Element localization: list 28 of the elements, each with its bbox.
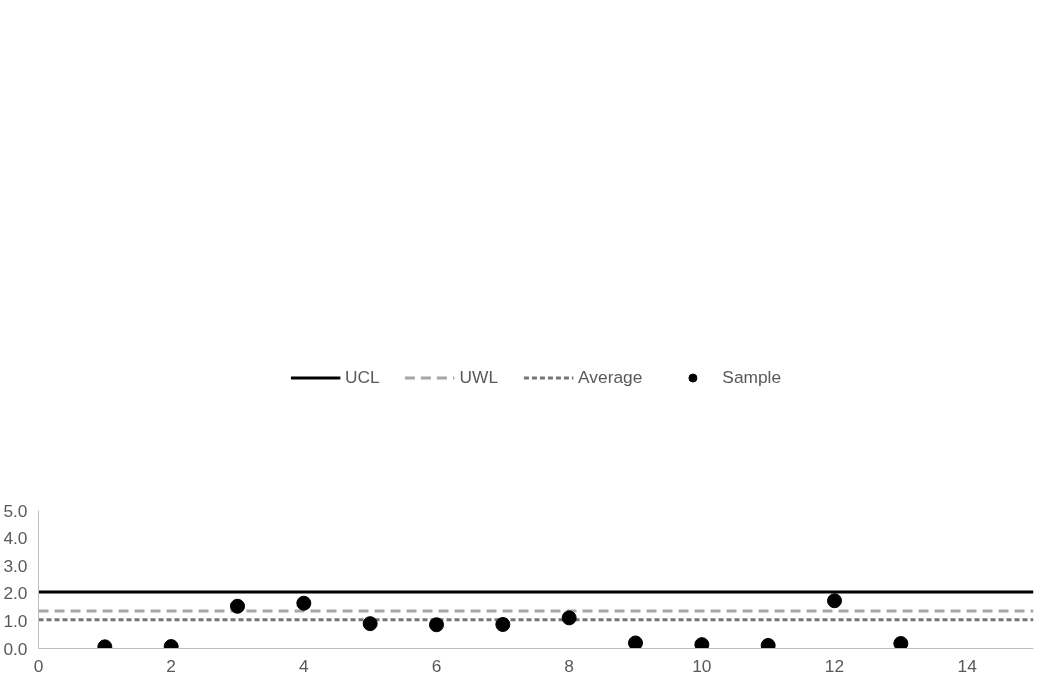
legend-label: UWL — [459, 366, 499, 388]
x-tick-label: 10 — [692, 655, 712, 674]
point — [495, 617, 511, 632]
point — [628, 635, 643, 649]
point — [429, 617, 444, 633]
point — [296, 595, 312, 611]
y-tick-label: 4.0 — [3, 528, 28, 549]
point — [561, 610, 577, 626]
point — [362, 616, 378, 632]
x-tick-label: 6 — [431, 655, 442, 674]
point — [230, 598, 245, 614]
x-tick-label: 0 — [33, 655, 44, 674]
y-tick-label: 2.0 — [3, 583, 28, 604]
y-tick-label: 1.0 — [3, 610, 28, 631]
y-tick-label: 0.0 — [3, 638, 28, 659]
point — [694, 637, 710, 649]
x-tick-label: 8 — [564, 655, 574, 674]
x-tick-label: 14 — [957, 655, 978, 674]
y-tick-label: 3.0 — [3, 555, 28, 576]
x-tick-label: 2 — [166, 655, 176, 674]
point — [893, 636, 909, 649]
point — [827, 593, 842, 609]
x-tick-label: 4 — [299, 655, 310, 674]
y-tick-label: 5.0 — [3, 500, 28, 521]
legend-label: UCL — [344, 366, 380, 388]
legend-label: Average — [578, 366, 643, 388]
x-tick-label: 12 — [824, 655, 845, 674]
legend-label: Sample — [722, 366, 782, 388]
